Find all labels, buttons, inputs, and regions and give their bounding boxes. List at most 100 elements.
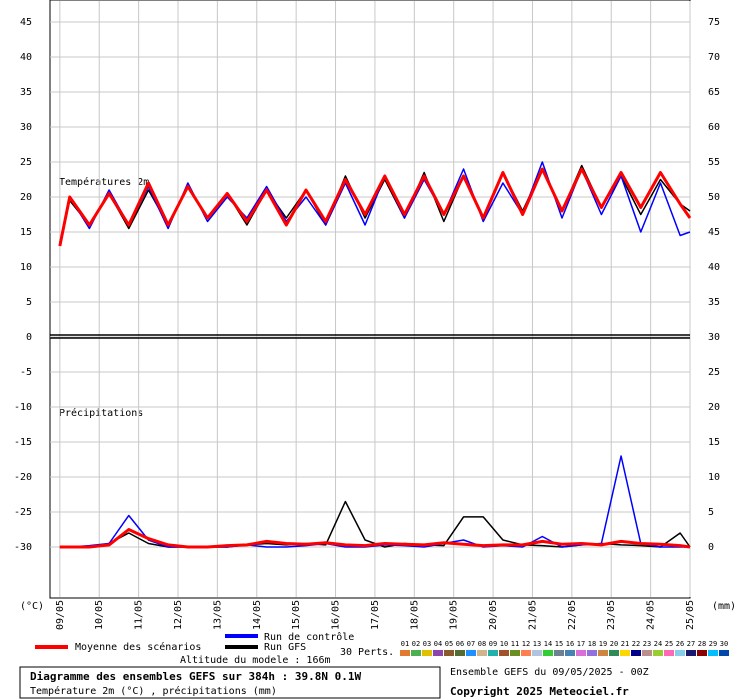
y-tick-label: 40 — [20, 52, 32, 63]
perturbation-label: 22 — [632, 640, 640, 648]
perturbation-label: 25 — [665, 640, 673, 648]
x-tick-label: 09/05 — [55, 600, 66, 630]
perturbation-label: 11 — [511, 640, 519, 648]
perturbation-swatch — [642, 650, 652, 656]
perturbation-label: 12 — [522, 640, 530, 648]
perturbation-swatch — [433, 650, 443, 656]
y2-tick-label: 60 — [708, 122, 720, 133]
perturbation-label: 20 — [610, 640, 618, 648]
perturbation-swatch — [719, 650, 729, 656]
perturbation-swatch — [664, 650, 674, 656]
copyright: Copyright 2025 Meteociel.fr — [450, 685, 629, 698]
precipitation-label: Précipitations — [59, 407, 143, 419]
y2-tick-label: 70 — [708, 52, 720, 63]
y-tick-label: -15 — [14, 437, 32, 448]
y-unit: (°C) — [20, 601, 44, 612]
legend-label: Run GFS — [264, 642, 306, 653]
perturbation-swatch — [609, 650, 619, 656]
x-tick-label: 14/05 — [252, 600, 263, 630]
perturbation-swatch — [400, 650, 410, 656]
perturbation-label: 10 — [500, 640, 508, 648]
y-tick-label: 0 — [26, 332, 32, 343]
x-tick-label: 25/05 — [685, 600, 696, 630]
x-tick-label: 21/05 — [527, 600, 538, 630]
perturbation-label: 07 — [467, 640, 475, 648]
perturbation-swatch — [708, 650, 718, 656]
y2-tick-label: 55 — [708, 157, 720, 168]
y-tick-label: -30 — [14, 542, 32, 553]
perturbation-swatch — [565, 650, 575, 656]
run-info: Ensemble GEFS du 09/05/2025 - 00Z — [450, 667, 649, 678]
perturbation-label: 28 — [698, 640, 706, 648]
y2-tick-label: 20 — [708, 402, 720, 413]
perturbation-label: 05 — [445, 640, 453, 648]
x-tick-label: 11/05 — [134, 600, 145, 630]
y-tick-label: 35 — [20, 87, 32, 98]
x-tick-label: 12/05 — [173, 600, 184, 630]
y-tick-label: -5 — [20, 367, 32, 378]
x-tick-label: 20/05 — [488, 600, 499, 630]
perturbation-label: 17 — [577, 640, 585, 648]
perturbation-swatch — [521, 650, 531, 656]
perturbation-swatch — [422, 650, 432, 656]
y-tick-label: 15 — [20, 227, 32, 238]
perturbation-label: 26 — [676, 640, 684, 648]
perturbation-label: 19 — [599, 640, 607, 648]
perturbation-label: 15 — [555, 640, 563, 648]
perturbation-swatch — [697, 650, 707, 656]
perturbation-swatch — [576, 650, 586, 656]
perturbation-swatch — [620, 650, 630, 656]
x-tick-label: 23/05 — [606, 600, 617, 630]
x-tick-label: 22/05 — [567, 600, 578, 630]
title-box — [19, 666, 441, 699]
x-tick-label: 10/05 — [94, 600, 105, 630]
perturbation-label: 30 — [720, 640, 728, 648]
perturbation-label: 27 — [687, 640, 695, 648]
chart-subtitle: Température 2m (°C) , précipitations (mm… — [30, 685, 277, 697]
perturbation-label: 23 — [643, 640, 651, 648]
altitude: Altitude du modele : 166m — [180, 655, 331, 666]
perturbation-label: 18 — [588, 640, 596, 648]
y2-tick-label: 30 — [708, 332, 720, 343]
perturbation-swatch — [444, 650, 454, 656]
precipitation-line — [59, 528, 691, 549]
perturbation-swatch — [488, 650, 498, 656]
y2-tick-label: 0 — [708, 542, 714, 553]
perturbation-label: 01 — [401, 640, 409, 648]
temperature-label: Températures 2m — [59, 176, 149, 188]
perturbation-swatch — [499, 650, 509, 656]
y-tick-label: 25 — [20, 157, 32, 168]
perturbation-label: 13 — [533, 640, 541, 648]
y-tick-label: -20 — [14, 472, 32, 483]
y2-tick-label: 15 — [708, 437, 720, 448]
y-tick-label: -10 — [14, 402, 32, 413]
perturbation-swatch — [411, 650, 421, 656]
perturbation-label: 06 — [456, 640, 464, 648]
y2-tick-label: 50 — [708, 192, 720, 203]
y-tick-label: 45 — [20, 17, 32, 28]
y-tick-label: -25 — [14, 507, 32, 518]
perturbation-swatch — [554, 650, 564, 656]
x-tick-label: 19/05 — [449, 600, 460, 630]
y2-tick-label: 45 — [708, 227, 720, 238]
y2-tick-label: 35 — [708, 297, 720, 308]
x-tick-label: 17/05 — [370, 600, 381, 630]
y-tick-label: 30 — [20, 122, 32, 133]
x-tick-label: 18/05 — [409, 600, 420, 630]
perturbation-swatch — [466, 650, 476, 656]
perturbation-swatch — [686, 650, 696, 656]
perturbation-label: 09 — [489, 640, 497, 648]
perturbation-label: 04 — [434, 640, 442, 648]
x-tick-label: 15/05 — [291, 600, 302, 630]
perturbation-swatch — [510, 650, 520, 656]
perturbation-swatch — [598, 650, 608, 656]
y-tick-label: 20 — [20, 192, 32, 203]
temperature-line — [58, 167, 692, 247]
perturbations-label: 30 Perts. — [340, 647, 394, 658]
chart-title: Diagramme des ensembles GEFS sur 384h : … — [30, 670, 362, 683]
perturbation-label: 21 — [621, 640, 629, 648]
perturbation-swatch — [477, 650, 487, 656]
perturbation-label: 16 — [566, 640, 574, 648]
